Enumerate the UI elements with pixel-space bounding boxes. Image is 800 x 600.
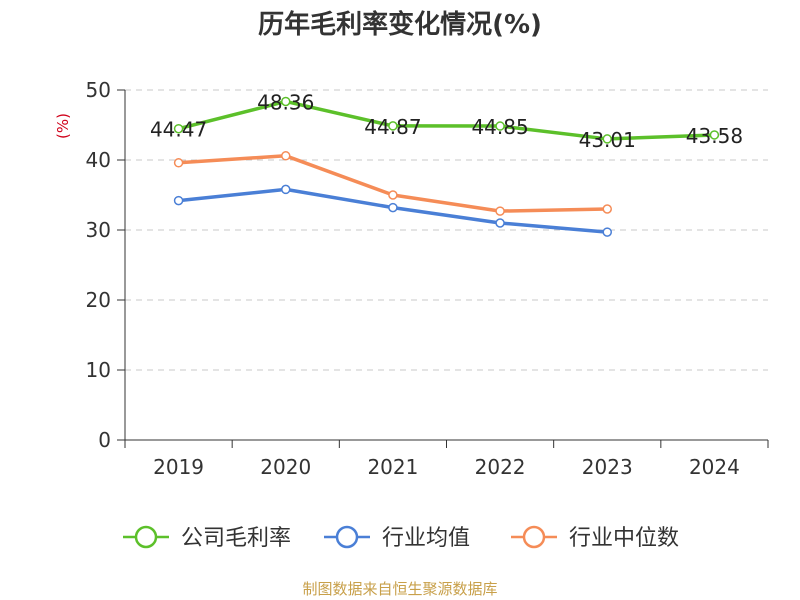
- legend-marker: [134, 525, 158, 549]
- legend-label: 行业中位数: [569, 526, 679, 551]
- data-label: 44.47: [150, 118, 207, 142]
- legend-marker: [522, 525, 546, 549]
- x-tick-label: 2021: [367, 455, 418, 479]
- x-tick-labels: 2019 2020 2021 2022 2023 2024: [153, 455, 740, 479]
- data-point: [388, 190, 398, 200]
- y-axis-label: (%): [54, 113, 72, 139]
- y-tick-label: 10: [86, 358, 111, 382]
- x-tick-label: 2023: [582, 455, 633, 479]
- data-point: [281, 151, 291, 161]
- data-point: [281, 184, 291, 195]
- x-tick-label: 2020: [260, 455, 311, 479]
- data-point: [388, 202, 398, 213]
- data-point: [602, 227, 612, 237]
- chart-title: 历年毛利率变化情况(%): [258, 10, 542, 40]
- data-labels: 44.47 48.36 44.87 44.85 43.01 43.58: [150, 90, 743, 151]
- data-label: 43.58: [686, 124, 743, 148]
- data-point: [173, 123, 184, 134]
- y-tick-label: 40: [86, 148, 111, 172]
- data-point: [709, 130, 720, 140]
- y-tick-label: 50: [86, 78, 111, 102]
- legend: 公司毛利率 行业均值 行业中位数: [123, 525, 679, 551]
- data-label: 44.85: [471, 115, 528, 139]
- data-point: [173, 158, 184, 168]
- grid-lines: [125, 89, 768, 371]
- y-tick-label: 30: [86, 218, 111, 242]
- x-tick-label: 2022: [475, 455, 526, 479]
- data-point: [281, 96, 291, 107]
- series-line-2: [178, 154, 608, 213]
- data-point: [495, 121, 505, 131]
- source-note: 制图数据来自恒生聚源数据库: [302, 580, 498, 598]
- data-point: [602, 134, 612, 144]
- series-group: [173, 96, 720, 237]
- x-tick-label: 2019: [153, 455, 204, 479]
- y-tick-labels: 0 10 20 30 40 50: [86, 78, 111, 452]
- data-label: 43.01: [579, 128, 636, 152]
- x-tick-label: 2024: [689, 455, 740, 479]
- series-line-0: [178, 99, 715, 141]
- data-label: 44.87: [364, 115, 421, 139]
- y-tick-label: 20: [86, 288, 111, 312]
- y-tick-label: 0: [98, 428, 111, 452]
- data-point: [495, 218, 505, 228]
- data-point: [602, 204, 612, 214]
- legend-marker: [335, 525, 359, 549]
- data-point: [388, 121, 398, 131]
- legend-label: 行业均值: [382, 526, 470, 551]
- data-point: [173, 195, 184, 206]
- legend-label: 公司毛利率: [181, 526, 291, 551]
- data-point: [495, 206, 505, 216]
- data-label: 48.36: [257, 90, 314, 114]
- axes: [117, 89, 769, 448]
